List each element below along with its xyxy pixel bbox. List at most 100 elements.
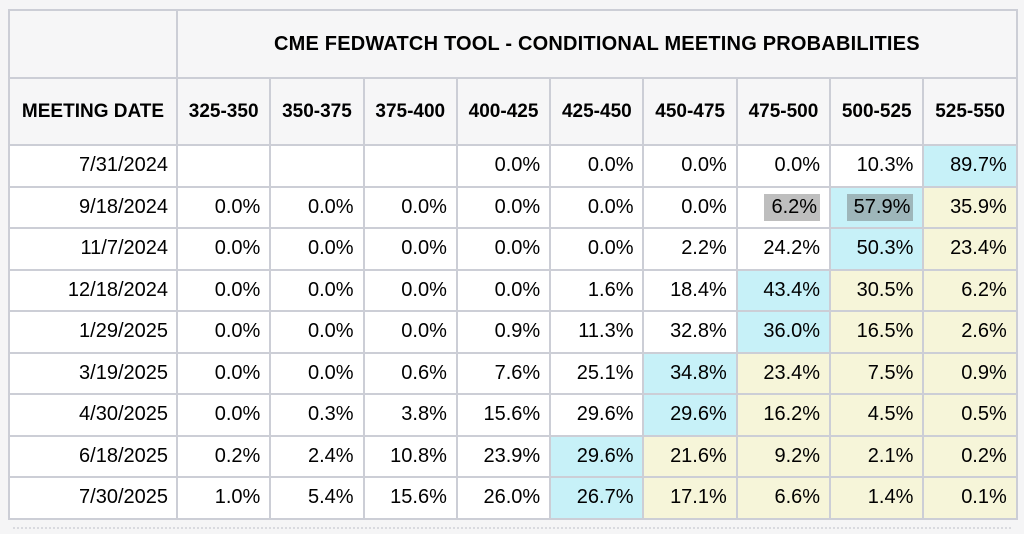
probability-cell: 21.6% (642, 434, 738, 478)
probability-cell: 0.5% (922, 393, 1018, 437)
probability-cell: 0.0% (362, 268, 458, 312)
probability-cell: 57.9% (829, 185, 925, 229)
probability-cell: 0.0% (455, 185, 552, 229)
probability-cell: 0.0% (642, 185, 738, 229)
probability-cell: 0.0% (549, 227, 645, 271)
probability-cell: 23.4% (735, 351, 832, 395)
title-row: CME FEDWATCH TOOL - CONDITIONAL MEETING … (8, 9, 1018, 79)
table-row: 7/31/2024 0.0% 0.0% 0.0% 0.0% 10.3% 89.7% (8, 144, 1018, 188)
probability-cell: 0.1% (922, 476, 1018, 520)
selected-text: 57.9% (846, 193, 914, 221)
probability-cell: 2.6% (922, 310, 1018, 354)
meeting-date-cell: 11/7/2024 (8, 227, 178, 271)
probability-cell: 3.8% (362, 393, 458, 437)
probability-cell: 0.2% (922, 434, 1018, 478)
table-title: CME FEDWATCH TOOL - CONDITIONAL MEETING … (176, 9, 1018, 79)
probability-cell: 0.0% (175, 310, 272, 354)
rate-range-header: 375-400 (362, 77, 458, 146)
probability-cell: 5.4% (269, 476, 365, 520)
probability-cell: 2.1% (829, 434, 925, 478)
probability-cell: 0.0% (269, 185, 365, 229)
probability-cell (269, 144, 365, 188)
probability-cell: 0.0% (175, 268, 272, 312)
probability-cell: 2.4% (269, 434, 365, 478)
probability-cell: 15.6% (362, 476, 458, 520)
rate-range-header: 425-450 (549, 77, 645, 146)
meeting-date-cell: 6/18/2025 (8, 434, 178, 478)
probability-cell: 1.6% (549, 268, 645, 312)
table-row: 7/30/2025 1.0% 5.4% 15.6% 26.0% 26.7% 17.1% 6.6… (8, 476, 1018, 520)
probability-cell: 15.6% (455, 393, 552, 437)
probability-cell: 0.0% (455, 144, 552, 188)
probability-cell: 0.9% (455, 310, 552, 354)
probability-cell: 0.0% (175, 227, 272, 271)
meeting-date-cell: 12/18/2024 (8, 268, 178, 312)
probability-cell: 17.1% (642, 476, 738, 520)
table-row: 3/19/2025 0.0% 0.0% 0.6% 7.6% 25.1% 34.8% 23.4%… (8, 351, 1018, 395)
fedwatch-probabilities-table: CME FEDWATCH TOOL - CONDITIONAL MEETING … (8, 9, 1018, 520)
probability-cell: 1.4% (829, 476, 925, 520)
probability-cell: 0.0% (269, 310, 365, 354)
meeting-date-cell: 7/31/2024 (8, 144, 178, 188)
table-row: 4/30/2025 0.0% 0.3% 3.8% 15.6% 29.6% 29.6% 16.2… (8, 393, 1018, 437)
rate-range-header: 400-425 (455, 77, 552, 146)
probability-cell: 6.6% (735, 476, 832, 520)
probability-cell: 2.2% (642, 227, 738, 271)
table-row: 9/18/2024 0.0% 0.0% 0.0% 0.0% 0.0% 0.0% 6.2% 57.… (8, 185, 1018, 229)
probability-cell: 0.2% (175, 434, 272, 478)
probability-cell: 7.6% (455, 351, 552, 395)
probability-cell: 11.3% (549, 310, 645, 354)
rate-range-header: 325-350 (175, 77, 272, 146)
probability-cell: 0.0% (175, 393, 272, 437)
probability-cell: 29.6% (642, 393, 738, 437)
probability-cell: 26.0% (455, 476, 552, 520)
probability-cell: 26.7% (549, 476, 645, 520)
probability-cell: 36.0% (735, 310, 832, 354)
probability-cell: 32.8% (642, 310, 738, 354)
probability-cell: 0.0% (269, 227, 365, 271)
rate-range-header: 500-525 (829, 77, 925, 146)
probability-cell: 0.0% (362, 185, 458, 229)
table-row: 6/18/2025 0.2% 2.4% 10.8% 23.9% 29.6% 21.6% 9.2… (8, 434, 1018, 478)
probability-cell: 16.2% (735, 393, 832, 437)
probability-cell: 4.5% (829, 393, 925, 437)
probability-cell: 34.8% (642, 351, 738, 395)
meeting-date-cell: 9/18/2024 (8, 185, 178, 229)
probability-cell: 16.5% (829, 310, 925, 354)
probability-cell: 43.4% (735, 268, 832, 312)
probability-cell: 6.2% (922, 268, 1018, 312)
probability-cell: 50.3% (829, 227, 925, 271)
probability-cell: 0.0% (642, 144, 738, 188)
meeting-date-cell: 7/30/2025 (8, 476, 178, 520)
probability-cell: 0.0% (362, 310, 458, 354)
header-row: MEETING DATE 325-350 350-375 375-400 400-42… (8, 77, 1018, 146)
probability-cell: 0.0% (455, 227, 552, 271)
probability-cell: 0.0% (175, 185, 272, 229)
meeting-date-cell: 4/30/2025 (8, 393, 178, 437)
probability-cell: 0.0% (269, 351, 365, 395)
probability-cell: 0.0% (175, 351, 272, 395)
probability-cell: 9.2% (735, 434, 832, 478)
corner-cell (8, 9, 178, 79)
probability-cell (175, 144, 272, 188)
probability-cell: 0.0% (362, 227, 458, 271)
probability-cell: 0.6% (362, 351, 458, 395)
probability-cell: 1.0% (175, 476, 272, 520)
probability-cell: 6.2% (735, 185, 832, 229)
probability-cell: 0.0% (549, 185, 645, 229)
probability-cell: 10.3% (829, 144, 925, 188)
rate-range-header: 525-550 (922, 77, 1018, 146)
meeting-date-header: MEETING DATE (8, 77, 178, 146)
probability-cell: 24.2% (735, 227, 832, 271)
selected-text: 6.2% (764, 193, 821, 221)
probability-cell: 0.0% (549, 144, 645, 188)
rate-range-header: 475-500 (735, 77, 832, 146)
probability-cell: 0.3% (269, 393, 365, 437)
probability-cell: 30.5% (829, 268, 925, 312)
probability-cell: 23.4% (922, 227, 1018, 271)
probability-cell (362, 144, 458, 188)
probability-cell: 35.9% (922, 185, 1018, 229)
probability-cell: 0.0% (735, 144, 832, 188)
table-row: 11/7/2024 0.0% 0.0% 0.0% 0.0% 0.0% 2.2% 24.2% 50… (8, 227, 1018, 271)
probability-cell: 29.6% (549, 393, 645, 437)
